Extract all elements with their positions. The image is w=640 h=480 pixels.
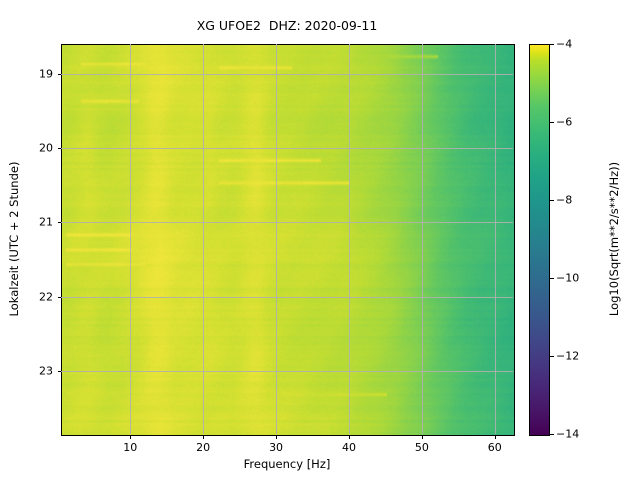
x-axis-label: Frequency [Hz] (243, 457, 331, 471)
colorbar-gradient (529, 44, 550, 436)
y-tick-mark-20 (57, 148, 61, 149)
y-tick-mark-21 (57, 222, 61, 224)
x-tick-mark-50 (421, 435, 423, 439)
page-title: XG UFOE2 DHZ: 2020-09-11 (196, 18, 378, 33)
x-tick-label-10: 10 (123, 441, 138, 454)
gridline-horizontal-20 (61, 148, 513, 149)
x-tick-mark-20 (203, 435, 205, 439)
gridline-vertical-60 (494, 44, 496, 434)
y-tick-label-20: 20 (39, 141, 53, 155)
colorbar-tick-label-0: −4 (556, 37, 573, 51)
colorbar-tick-mark-4 (550, 356, 554, 357)
colorbar-tick-mark-1 (550, 122, 554, 123)
x-tick-label-40: 40 (341, 441, 356, 454)
colorbar-tick-mark-2 (550, 200, 554, 201)
x-tick-mark-10 (130, 435, 132, 439)
y-tick-label-22: 22 (39, 290, 53, 304)
x-tick-label-60: 60 (487, 441, 502, 454)
gridline-horizontal-21 (61, 222, 513, 224)
colorbar-label: Log10(Sqrt(m**2/s**2/Hz)) (607, 161, 621, 317)
colorbar-tick-label-2: −8 (556, 193, 573, 207)
gridline-vertical-50 (421, 44, 423, 434)
y-tick-mark-19 (57, 73, 61, 75)
colorbar-tick-mark-3 (550, 278, 554, 279)
gridline-horizontal-23 (61, 370, 513, 372)
x-tick-label-20: 20 (196, 441, 211, 454)
gridline-vertical-30 (276, 44, 278, 434)
colorbar-tick-mark-5 (550, 434, 554, 435)
y-tick-label-19: 19 (39, 67, 53, 81)
colorbar-tick-mark-0 (550, 44, 554, 45)
gridline-vertical-40 (348, 44, 350, 434)
x-tick-label-50: 50 (414, 441, 429, 454)
gridline-vertical-10 (130, 44, 132, 434)
colorbar-tick-label-4: −12 (556, 349, 580, 363)
y-tick-mark-22 (57, 296, 61, 298)
colorbar-tick-label-5: −14 (556, 427, 580, 441)
x-tick-mark-60 (494, 435, 496, 439)
y-axis-label: Lokalzeit (UTC + 2 Stunde) (7, 161, 21, 317)
y-tick-label-21: 21 (39, 215, 53, 229)
spectrogram-heatmap[interactable] (62, 45, 514, 435)
gridline-horizontal-22 (61, 296, 513, 298)
x-tick-mark-30 (276, 435, 278, 439)
y-tick-mark-23 (57, 370, 61, 372)
y-tick-label-23: 23 (39, 364, 53, 378)
colorbar-tick-label-3: −10 (556, 271, 580, 285)
x-tick-label-30: 30 (269, 441, 284, 454)
x-tick-mark-40 (348, 435, 350, 439)
spectrogram-axes[interactable] (61, 44, 515, 436)
gridline-vertical-20 (203, 44, 205, 434)
gridline-horizontal-19 (61, 73, 513, 75)
colorbar-tick-label-1: −6 (556, 115, 573, 129)
